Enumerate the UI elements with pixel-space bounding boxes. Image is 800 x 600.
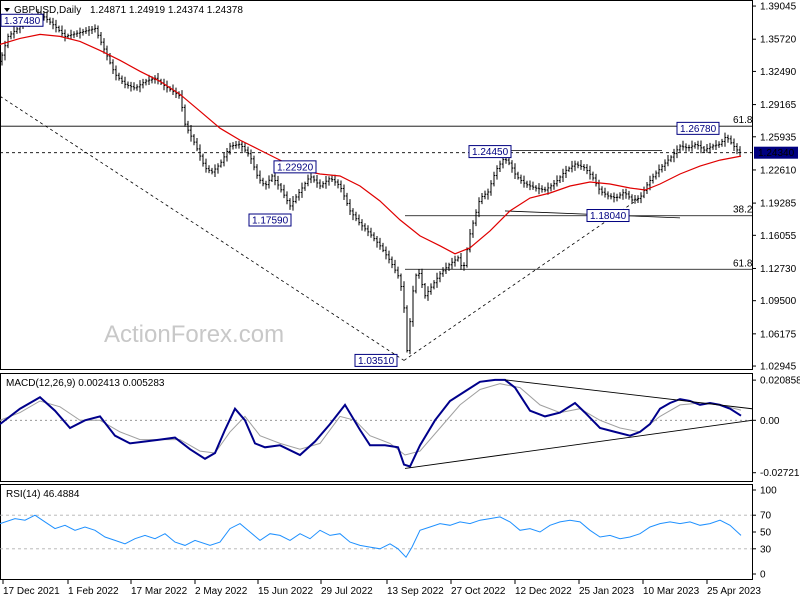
price-tick-label: 1.29165 xyxy=(760,100,797,111)
chart-header: GBPUSD,Daily 1.24871 1.24919 1.24374 1.2… xyxy=(4,5,243,16)
x-tick-label: 12 Dec 2022 xyxy=(515,586,572,597)
price-series-layer: 61.8 38.2 61.8 1.37480 1.22920 1.17590 1.24450… xyxy=(0,9,753,367)
price-label-text: 1.37480 xyxy=(4,16,41,27)
x-tick-label: 2 May 2022 xyxy=(195,586,248,597)
price-tick-label: 1.22610 xyxy=(760,165,797,176)
macd-pane xyxy=(0,373,753,482)
price-tick-label: 1.25935 xyxy=(760,132,797,143)
macd-signal-line xyxy=(0,383,742,456)
rsi-tick-label: 100 xyxy=(760,486,777,497)
current-price-tag-text: 1.24340 xyxy=(758,148,795,159)
price-tick-label: 1.16055 xyxy=(760,231,797,242)
macd-line xyxy=(0,378,742,468)
price-tick-label: 1.06175 xyxy=(760,329,797,340)
price-tick-label: 1.09500 xyxy=(760,296,797,307)
price-label-box xyxy=(0,13,44,27)
rsi-title: RSI(14) 46.4884 xyxy=(6,489,80,500)
price-tick-label: 1.32490 xyxy=(760,67,797,78)
moving-average-line xyxy=(0,33,742,255)
dropdown-triangle-icon[interactable] xyxy=(4,8,10,12)
x-tick-label: 27 Oct 2022 xyxy=(451,586,506,597)
rsi-tick-label: 30 xyxy=(760,544,772,555)
rsi-tick-label: 0 xyxy=(760,570,766,581)
x-tick-label: 29 Jul 2022 xyxy=(321,586,373,597)
rsi-series-layer xyxy=(0,514,752,559)
price-tick-label: 1.19285 xyxy=(760,199,797,210)
x-tick-label: 10 Mar 2023 xyxy=(643,586,700,597)
price-label-text: 1.22920 xyxy=(277,162,314,173)
price-label-text: 1.18040 xyxy=(590,211,627,222)
x-tick-label: 25 Jan 2023 xyxy=(579,586,634,597)
rsi-pane xyxy=(0,484,753,580)
x-tick-label: 15 Jun 2022 xyxy=(258,586,313,597)
price-label-box xyxy=(273,160,317,174)
price-label-text: 1.03510 xyxy=(358,356,395,367)
x-tick-label: 17 Mar 2022 xyxy=(131,586,188,597)
fib-label: 61.8 xyxy=(733,258,753,269)
current-price-tag xyxy=(754,146,798,159)
price-tick-label: 1.02945 xyxy=(760,362,797,373)
symbol-label: GBPUSD,Daily xyxy=(14,5,81,16)
price-pane xyxy=(0,0,753,370)
x-tick-label: 25 Apr 2023 xyxy=(707,586,761,597)
price-label-box xyxy=(586,209,630,223)
macd-trendline xyxy=(504,379,753,410)
price-label-box xyxy=(676,121,720,135)
price-label-text: 1.17590 xyxy=(252,216,289,227)
price-label-box xyxy=(354,353,398,367)
watermark: ActionForex.com xyxy=(104,321,284,348)
trendline xyxy=(0,95,405,361)
fib-label: 38.2 xyxy=(733,205,753,216)
price-label-box xyxy=(248,213,292,227)
x-tick-label: 17 Dec 2021 xyxy=(3,586,60,597)
price-label-text: 1.24450 xyxy=(472,147,509,158)
macd-title: MACD(12,26,9) 0.002413 0.005283 xyxy=(6,378,165,389)
macd-series-layer xyxy=(0,378,753,469)
price-tick-label: 1.35720 xyxy=(760,35,797,46)
x-tick-label: 1 Feb 2022 xyxy=(68,586,119,597)
macd-tick-label: 0.020858 xyxy=(760,376,800,387)
price-label-box xyxy=(468,145,512,159)
price-tick-label: 1.12730 xyxy=(760,264,797,275)
price-tick-label: 1.39045 xyxy=(760,2,797,13)
x-tick-label: 13 Sep 2022 xyxy=(387,586,444,597)
fib-label: 61.8 xyxy=(733,115,753,126)
rsi-tick-label: 70 xyxy=(760,511,772,522)
macd-trendline xyxy=(404,419,753,469)
candles xyxy=(0,9,742,355)
price-label-text: 1.26780 xyxy=(680,124,717,135)
macd-tick-label: 0.00 xyxy=(760,416,780,427)
macd-tick-label: -0.027213 xyxy=(760,468,800,479)
ohlc-values: 1.24871 1.24919 1.24374 1.24378 xyxy=(90,5,243,16)
rsi-line xyxy=(0,514,742,559)
rsi-tick-label: 50 xyxy=(760,528,772,539)
